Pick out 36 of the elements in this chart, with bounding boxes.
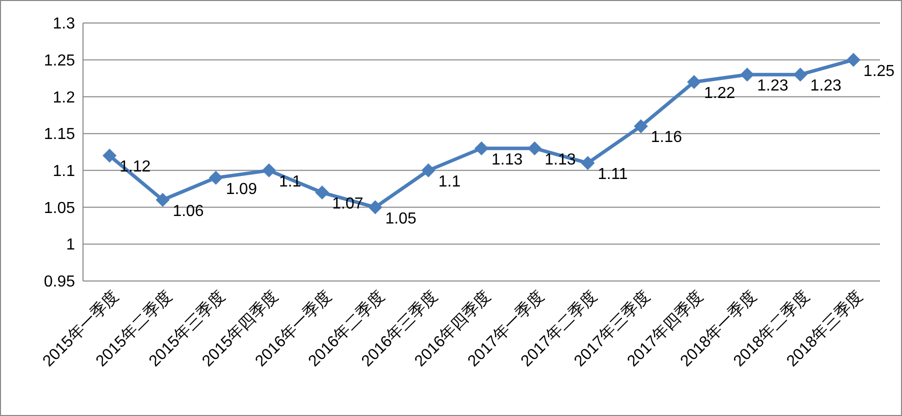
data-label: 1.13 [492,151,523,168]
data-label: 1.22 [704,84,736,102]
point [687,74,702,89]
y-tick-label: 1.25 [44,52,76,70]
data-label: 1.06 [172,202,204,220]
data-label: 1.16 [650,129,682,146]
data-label: 1.07 [332,196,364,213]
point [580,156,595,170]
point [634,119,648,134]
data-label: 1.25 [863,62,895,80]
point [368,200,382,214]
point [262,163,276,178]
data-label: 1.13 [544,151,576,168]
point [208,170,223,185]
point [846,52,860,67]
data-label: 1.23 [810,78,842,95]
y-tick-label: 1 [66,236,76,254]
y-tick-label: 1.15 [44,126,76,144]
y-tick-label: 0.95 [44,274,76,291]
data-label: 1.23 [757,78,788,95]
y-tick-label: 1.3 [52,16,76,33]
data-label: 1.05 [385,210,416,228]
y-tick-label: 1.05 [44,200,76,217]
point [528,141,542,156]
point [793,68,808,82]
point [740,68,754,82]
data-label: 1.1 [438,173,461,190]
y-tick-label: 1.2 [52,89,76,106]
point [156,192,170,207]
point [421,163,436,178]
point [102,148,117,163]
data-label: 1.09 [226,180,258,198]
point [474,141,488,156]
point [315,186,330,200]
data-label: 1.11 [598,166,628,184]
y-tick-label: 1.1 [52,163,76,180]
